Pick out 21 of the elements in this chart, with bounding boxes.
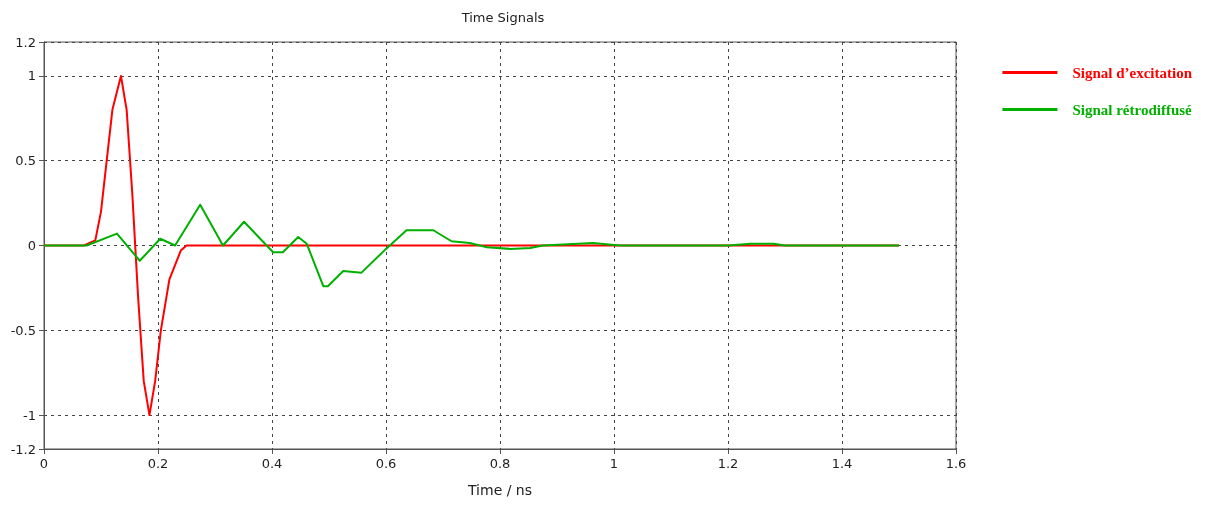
legend-label: Signal rétrodiffusé <box>1072 101 1193 118</box>
legend-label: Signal d’excitation <box>1072 64 1193 81</box>
line-series <box>43 203 900 288</box>
y-tick-label: 1.2 <box>15 34 36 50</box>
x-tick-label: 0.6 <box>375 456 397 471</box>
y-tick-label: -0.5 <box>10 322 36 338</box>
y-tick-label: -1 <box>23 407 36 423</box>
x-tick-label: 0.8 <box>489 456 511 471</box>
x-tick-label: 1 <box>609 456 619 471</box>
y-tick-label: 0 <box>27 238 36 253</box>
x-tick-label: 1.6 <box>945 456 967 471</box>
y-tick-label: 1 <box>27 68 36 84</box>
y-tick-label: -1.2 <box>10 441 36 457</box>
x-tick-label: 0.4 <box>261 456 283 471</box>
x-tick-label: 0.2 <box>147 456 169 471</box>
x-axis-title: Time / ns <box>466 482 533 498</box>
chart-title: Time Signals <box>460 10 545 25</box>
x-tick-label: 1.4 <box>831 456 853 471</box>
y-tick-label: 0.5 <box>15 153 36 169</box>
x-tick-label: 0 <box>39 456 49 471</box>
x-tick-label: 1.2 <box>717 456 739 471</box>
